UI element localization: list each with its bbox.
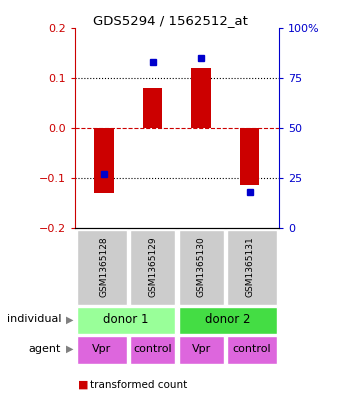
Text: ■: ■ [78, 380, 89, 390]
Text: GDS5294 / 1562512_at: GDS5294 / 1562512_at [92, 14, 248, 27]
Text: GSM1365131: GSM1365131 [245, 236, 254, 297]
Bar [191, 68, 211, 128]
Text: transformed count: transformed count [90, 380, 187, 390]
Bar [240, 128, 259, 185]
Text: agent: agent [29, 344, 61, 354]
Text: GSM1365130: GSM1365130 [197, 236, 206, 297]
Bar [94, 128, 114, 193]
Text: Vpr: Vpr [191, 344, 211, 354]
Text: individual: individual [7, 314, 61, 324]
Text: ▶: ▶ [66, 314, 73, 324]
Text: control: control [233, 344, 271, 354]
Text: donor 2: donor 2 [205, 313, 251, 326]
Text: donor 1: donor 1 [103, 313, 149, 326]
Text: Vpr: Vpr [92, 344, 111, 354]
Text: GSM1365129: GSM1365129 [148, 236, 157, 297]
Text: GSM1365128: GSM1365128 [99, 236, 108, 297]
Bar [143, 88, 162, 128]
Text: control: control [133, 344, 172, 354]
Text: ▶: ▶ [66, 344, 73, 354]
